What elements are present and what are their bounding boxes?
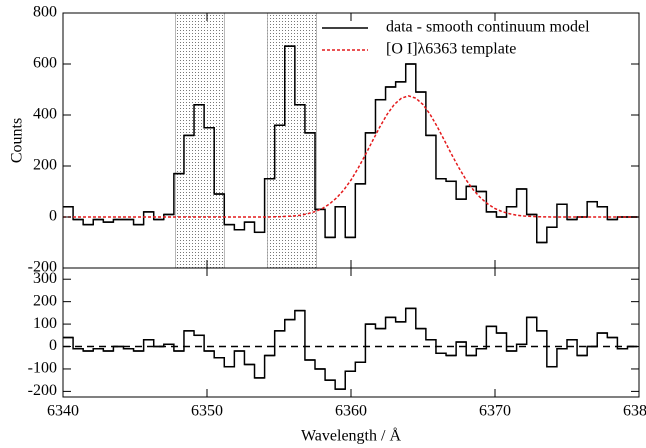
x-tick-label: 6370 <box>479 403 511 420</box>
y-tick-label: -100 <box>28 360 57 377</box>
y-tick-label: -200 <box>28 382 57 399</box>
y-tick-label: 400 <box>33 106 57 123</box>
plot-frame <box>62 267 640 398</box>
y-tick-label: 600 <box>33 55 57 72</box>
masked-region <box>267 12 317 269</box>
y-tick-label: 800 <box>33 4 57 21</box>
y-tick-label: 300 <box>33 270 57 287</box>
x-tick-label: 6360 <box>335 403 367 420</box>
x-axis-label: Wavelength / Å <box>301 427 401 445</box>
legend-label: data - smooth continuum model <box>386 19 590 36</box>
x-tick-label: 6340 <box>47 403 79 420</box>
y-tick-label: 100 <box>33 315 57 332</box>
legend-label: [O I]λ6363 template <box>386 41 516 58</box>
y-tick-label: 0 <box>49 337 57 354</box>
x-tick-label: 6350 <box>191 403 223 420</box>
masked-region <box>175 12 225 269</box>
y-tick-label: 200 <box>33 157 57 174</box>
plot-frame <box>62 12 640 269</box>
y-axis-label: Counts <box>9 118 26 163</box>
y-tick-label: -200 <box>28 259 57 276</box>
y-tick-label: 0 <box>49 208 57 225</box>
step-outline <box>63 307 638 390</box>
y-tick-label: 200 <box>33 292 57 309</box>
step-outline <box>63 45 638 244</box>
template-line <box>63 95 639 218</box>
x-tick-label: 6380 <box>623 403 646 420</box>
